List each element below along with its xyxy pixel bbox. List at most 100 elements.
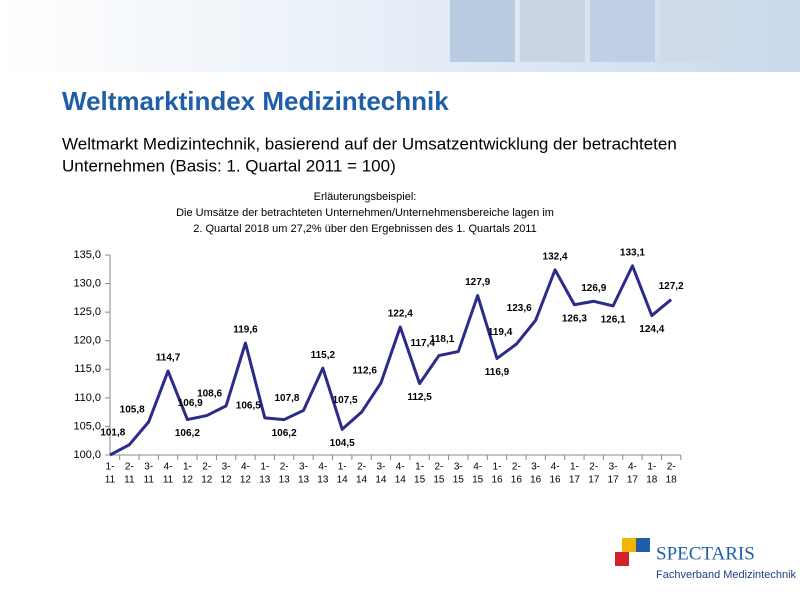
data-label: 117,4 <box>410 338 435 349</box>
x-tick-label: 14 <box>337 475 349 486</box>
x-tick-label: 14 <box>375 475 387 486</box>
y-tick-label: 120,0 <box>73 335 101 347</box>
x-tick-label: 2- <box>125 462 134 473</box>
data-label: 105,8 <box>120 404 145 415</box>
x-tick-label: 4- <box>164 462 173 473</box>
x-tick-label: 1- <box>570 462 579 473</box>
x-tick-label: 2- <box>280 462 289 473</box>
x-tick-label: 2- <box>512 462 521 473</box>
y-tick-label: 110,0 <box>74 392 101 404</box>
x-tick-label: 13 <box>317 475 329 486</box>
data-label: 107,5 <box>333 395 358 406</box>
x-tick-label: 3- <box>454 462 463 473</box>
x-tick-label: 2- <box>202 462 211 473</box>
x-tick-label: 4- <box>241 462 250 473</box>
data-label: 126,3 <box>562 313 587 324</box>
x-tick-label: 12 <box>201 475 213 486</box>
x-tick-label: 12 <box>221 475 233 486</box>
x-tick-label: 13 <box>279 475 291 486</box>
x-tick-label: 14 <box>395 475 407 486</box>
subtitle: Unternehmen (Basis: 1. Quartal 2011 = 10… <box>62 156 396 175</box>
x-tick-label: 15 <box>414 475 426 486</box>
x-tick-label: 15 <box>453 475 465 486</box>
chart-title: 2. Quartal 2018 um 27,2% über den Ergebn… <box>193 223 536 235</box>
logo-mark <box>615 552 629 566</box>
x-tick-label: 1- <box>647 462 656 473</box>
data-label: 126,1 <box>601 314 626 325</box>
x-tick-label: 13 <box>259 475 271 486</box>
x-tick-label: 2- <box>434 462 443 473</box>
x-tick-label: 3- <box>609 462 618 473</box>
x-tick-label: 13 <box>298 475 310 486</box>
x-tick-label: 16 <box>491 475 503 486</box>
data-label: 112,6 <box>352 366 377 377</box>
x-tick-label: 14 <box>356 475 368 486</box>
header-image <box>450 0 515 62</box>
x-tick-label: 16 <box>549 475 561 486</box>
x-tick-label: 4- <box>473 462 482 473</box>
data-label: 112,5 <box>407 392 432 403</box>
x-tick-label: 16 <box>530 475 542 486</box>
data-label: 133,1 <box>620 247 645 258</box>
x-tick-label: 15 <box>433 475 445 486</box>
x-tick-label: 3- <box>299 462 308 473</box>
x-tick-label: 3- <box>376 462 385 473</box>
x-tick-label: 3- <box>222 462 231 473</box>
data-label: 106,9 <box>178 398 203 409</box>
data-label: 123,6 <box>507 303 532 314</box>
x-tick-label: 4- <box>628 462 637 473</box>
data-label: 122,4 <box>388 309 413 320</box>
header-image <box>520 0 585 62</box>
x-tick-label: 17 <box>627 475 639 486</box>
x-tick-label: 1- <box>106 462 115 473</box>
header-image <box>660 0 725 62</box>
x-tick-label: 4- <box>551 462 560 473</box>
chart-title: Die Umsätze der betrachteten Unternehmen… <box>176 207 554 219</box>
x-tick-label: 16 <box>511 475 523 486</box>
y-tick-label: 105,0 <box>73 420 101 432</box>
x-tick-label: 2- <box>589 462 598 473</box>
x-tick-label: 3- <box>144 462 153 473</box>
data-label: 104,5 <box>330 438 355 449</box>
x-tick-label: 1- <box>183 462 192 473</box>
x-tick-label: 11 <box>105 475 116 486</box>
data-label: 118,1 <box>430 334 455 345</box>
data-label: 119,6 <box>233 325 258 336</box>
y-tick-label: 125,0 <box>73 306 101 318</box>
data-label: 106,2 <box>272 428 297 439</box>
x-tick-label: 12 <box>182 475 194 486</box>
x-tick-label: 11 <box>144 475 155 486</box>
data-label: 116,9 <box>485 367 510 378</box>
y-tick-label: 135,0 <box>73 249 101 261</box>
y-tick-label: 130,0 <box>73 277 101 289</box>
x-tick-label: 11 <box>163 475 174 486</box>
logo-tagline: Fachverband Medizintechnik <box>656 569 797 581</box>
x-tick-label: 11 <box>124 475 135 486</box>
x-tick-label: 2- <box>667 462 676 473</box>
data-label: 124,4 <box>639 324 664 335</box>
data-label: 106,2 <box>175 428 200 439</box>
data-label: 101,8 <box>100 427 125 438</box>
logo-mark <box>622 538 636 552</box>
y-tick-label: 115,0 <box>74 363 101 375</box>
x-tick-label: 3- <box>531 462 540 473</box>
data-label: 106,5 <box>236 400 261 411</box>
header-image <box>590 0 655 62</box>
slide-title: Weltmarktindex Medizintechnik <box>62 86 449 116</box>
x-tick-label: 1- <box>493 462 502 473</box>
x-tick-label: 1- <box>415 462 424 473</box>
x-tick-label: 2- <box>357 462 366 473</box>
x-tick-label: 15 <box>472 475 484 486</box>
data-label: 107,8 <box>274 393 299 404</box>
data-label: 127,9 <box>465 277 490 288</box>
data-label: 108,6 <box>197 388 222 399</box>
data-label: 126,9 <box>581 283 606 294</box>
x-tick-label: 4- <box>396 462 405 473</box>
data-label: 114,7 <box>156 353 181 364</box>
data-label: 115,2 <box>311 350 336 361</box>
x-tick-label: 17 <box>608 475 620 486</box>
x-tick-label: 18 <box>646 475 658 486</box>
subtitle: Weltmarkt Medizintechnik, basierend auf … <box>62 134 677 153</box>
data-label: 132,4 <box>543 251 568 262</box>
